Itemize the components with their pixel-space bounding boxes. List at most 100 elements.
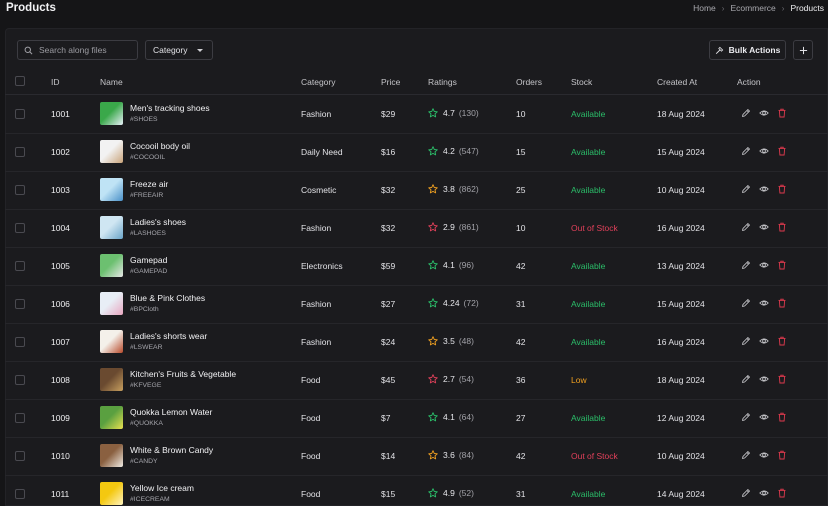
- product-rating: 4.7 (130): [428, 108, 479, 118]
- view-button[interactable]: [759, 298, 769, 308]
- row-checkbox[interactable]: [15, 147, 25, 157]
- table-row[interactable]: 1003 Freeze air #FREEAIR Cosmetic $32 3.8 (862…: [5, 172, 828, 210]
- column-header-created-at[interactable]: Created At: [657, 77, 698, 87]
- view-button[interactable]: [759, 412, 769, 422]
- column-header-stock[interactable]: Stock: [571, 77, 593, 87]
- select-all-checkbox[interactable]: [15, 76, 25, 86]
- delete-button[interactable]: [777, 450, 787, 460]
- pencil-icon: [742, 147, 750, 155]
- view-button[interactable]: [759, 260, 769, 270]
- delete-button[interactable]: [777, 336, 787, 346]
- view-button[interactable]: [759, 488, 769, 498]
- delete-button[interactable]: [777, 260, 787, 270]
- star-icon: [428, 108, 438, 118]
- row-checkbox[interactable]: [15, 489, 25, 499]
- view-button[interactable]: [759, 222, 769, 232]
- eye-icon: [759, 490, 769, 496]
- column-header-ratings[interactable]: Ratings: [428, 77, 457, 87]
- column-header-id[interactable]: ID: [51, 77, 60, 87]
- chevron-right-icon: ›: [781, 3, 785, 13]
- rating-count: (52): [458, 488, 474, 498]
- column-header-name[interactable]: Name: [100, 77, 123, 87]
- product-name[interactable]: Ladies's shorts wear: [130, 331, 208, 341]
- delete-button[interactable]: [777, 222, 787, 232]
- product-sku: #QUOKKA: [130, 420, 163, 427]
- delete-button[interactable]: [777, 146, 787, 156]
- delete-button[interactable]: [777, 298, 787, 308]
- product-name[interactable]: Cocooil body oil: [130, 141, 191, 151]
- product-name[interactable]: Kitchen's Fruits & Vegetable: [130, 369, 237, 379]
- delete-button[interactable]: [777, 488, 787, 498]
- search-box[interactable]: [17, 40, 138, 60]
- column-header-category[interactable]: Category: [301, 77, 336, 87]
- delete-button[interactable]: [777, 412, 787, 422]
- product-thumbnail: [100, 368, 123, 391]
- product-name[interactable]: Gamepad: [130, 255, 168, 265]
- table-row[interactable]: 1004 Ladies's shoes #LASHOES Fashion $32 2.9(…: [5, 210, 828, 248]
- table-row[interactable]: 1001 Men's tracking shoes #SHOES Fashion $29…: [5, 96, 828, 134]
- product-id: 1009: [51, 413, 70, 423]
- row-checkbox[interactable]: [15, 261, 25, 271]
- breadcrumb-home[interactable]: Home: [693, 3, 716, 13]
- table-row[interactable]: 1002 Cocooil body oil #COCOOIL Daily Need $1…: [5, 134, 828, 172]
- bulk-actions-button[interactable]: Bulk Actions: [709, 40, 786, 60]
- product-name[interactable]: Blue & Pink Clothes: [130, 293, 206, 303]
- view-button[interactable]: [759, 108, 769, 118]
- view-button[interactable]: [759, 146, 769, 156]
- add-product-button[interactable]: [793, 40, 813, 60]
- row-checkbox[interactable]: [15, 185, 25, 195]
- delete-button[interactable]: [777, 184, 787, 194]
- breadcrumb-ecommerce[interactable]: Ecommerce: [730, 3, 776, 13]
- product-name[interactable]: Yellow Ice cream: [130, 483, 194, 493]
- table-row[interactable]: 1005 Gamepad #GAMEPAD Electronics $59 4.1 (96)…: [5, 248, 828, 286]
- edit-button[interactable]: [741, 146, 751, 156]
- edit-button[interactable]: [741, 488, 751, 498]
- product-thumbnail: [100, 178, 123, 201]
- view-button[interactable]: [759, 450, 769, 460]
- row-checkbox[interactable]: [15, 451, 25, 461]
- edit-button[interactable]: [741, 108, 751, 118]
- search-icon: [24, 46, 33, 54]
- delete-button[interactable]: [777, 108, 787, 118]
- edit-button[interactable]: [741, 374, 751, 384]
- table-row[interactable]: 1009 Quokka Lemon Water #QUOKKA Food $7 4.1 (6…: [5, 400, 828, 438]
- column-header-orders[interactable]: Orders: [516, 77, 542, 87]
- product-name[interactable]: Quokka Lemon Water: [130, 407, 213, 417]
- category-select[interactable]: Category: [145, 40, 213, 60]
- row-checkbox[interactable]: [15, 223, 25, 233]
- product-name[interactable]: Ladies's shoes: [130, 217, 186, 227]
- column-header-price[interactable]: Price: [381, 77, 401, 87]
- rating-value: 3.8: [443, 184, 455, 194]
- row-checkbox[interactable]: [15, 337, 25, 347]
- product-price: $15: [381, 489, 396, 499]
- rating-value: 4.9: [443, 488, 455, 498]
- table-row[interactable]: 1010 White & Brown Candy #CANDY Food $14 3.6(…: [5, 438, 828, 476]
- table-row[interactable]: 1007 Ladies's shorts wear #LSWEAR Fashion $2…: [5, 324, 828, 362]
- product-name[interactable]: Men's tracking shoes: [130, 103, 210, 113]
- table-row[interactable]: 1008 Kitchen's Fruits & Vegetable #KFVEGE F…: [5, 362, 828, 400]
- edit-button[interactable]: [741, 184, 751, 194]
- row-checkbox[interactable]: [15, 299, 25, 309]
- edit-button[interactable]: [741, 222, 751, 232]
- breadcrumb-products: Products: [790, 3, 824, 13]
- view-button[interactable]: [759, 184, 769, 194]
- row-checkbox[interactable]: [15, 375, 25, 385]
- edit-button[interactable]: [741, 336, 751, 346]
- view-button[interactable]: [759, 374, 769, 384]
- row-checkbox[interactable]: [15, 109, 25, 119]
- search-input[interactable]: [39, 45, 135, 55]
- stock-status: Out of Stock: [571, 223, 618, 233]
- product-id: 1001: [51, 109, 70, 119]
- edit-button[interactable]: [741, 412, 751, 422]
- table-row[interactable]: 1011 Yellow Ice cream #ICECREAM Food $15 4.9(…: [5, 476, 828, 506]
- row-checkbox[interactable]: [15, 413, 25, 423]
- view-button[interactable]: [759, 336, 769, 346]
- product-name[interactable]: White & Brown Candy: [130, 445, 214, 455]
- product-name[interactable]: Freeze air: [130, 179, 169, 189]
- edit-button[interactable]: [741, 298, 751, 308]
- table-row[interactable]: 1006 Blue & Pink Clothes #BPCloth Fashion $2…: [5, 286, 828, 324]
- trash-icon: [778, 488, 786, 498]
- edit-button[interactable]: [741, 450, 751, 460]
- edit-button[interactable]: [741, 260, 751, 270]
- delete-button[interactable]: [777, 374, 787, 384]
